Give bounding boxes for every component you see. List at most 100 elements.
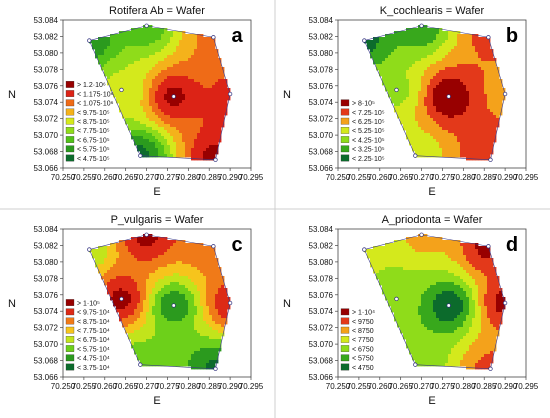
contour-cell: [376, 37, 380, 41]
contour-cell: [209, 82, 213, 86]
contour-cell: [110, 64, 114, 68]
contour-cell: [448, 151, 452, 155]
contour-cell: [487, 88, 491, 92]
contour-cell: [403, 88, 407, 92]
legend: > 1.2·10⁶< 1.175·10⁶< 1.075·10⁶< 9.75·10…: [65, 81, 114, 163]
contour-cell: [197, 58, 201, 62]
contour-cell: [451, 64, 455, 68]
contour-cell: [436, 237, 440, 241]
contour-cell: [442, 240, 446, 244]
contour-cell: [460, 79, 464, 83]
contour-cell: [209, 67, 213, 71]
contour-cell: [466, 145, 470, 149]
contour-cell: [191, 49, 195, 53]
contour-cell: [188, 52, 192, 56]
contour-cell: [188, 43, 192, 47]
contour-cell: [194, 76, 198, 80]
contour-cell: [188, 148, 192, 152]
contour-cell: [167, 55, 171, 59]
x-tick-label: 70.250: [51, 173, 76, 182]
contour-cell: [140, 246, 144, 250]
contour-cell: [101, 249, 105, 253]
contour-cell: [125, 261, 129, 265]
contour-cell: [137, 79, 141, 83]
contour-cell: [203, 279, 207, 283]
contour-cell: [179, 55, 183, 59]
contour-cell: [206, 76, 210, 80]
contour-cell: [200, 157, 204, 161]
contour-cell: [206, 267, 210, 271]
contour-cell: [110, 288, 114, 292]
contour-cell: [128, 55, 132, 59]
contour-cell: [170, 109, 174, 113]
y-axis-label: N: [283, 89, 291, 101]
contour-cell: [164, 97, 168, 101]
contour-cell: [143, 58, 147, 62]
contour-cell: [170, 354, 174, 358]
contour-cell: [140, 52, 144, 56]
contour-cell: [188, 345, 192, 349]
contour-cell: [218, 303, 222, 307]
contour-cell: [442, 124, 446, 128]
contour-cell: [499, 109, 503, 113]
contour-cell: [119, 97, 123, 101]
contour-cell: [430, 100, 434, 104]
contour-cell: [496, 82, 500, 86]
contour-cell: [182, 154, 186, 158]
contour-cell: [478, 91, 482, 95]
contour-cell: [188, 297, 192, 301]
contour-cell: [481, 91, 485, 95]
contour-cell: [403, 97, 407, 101]
contour-cell: [158, 267, 162, 271]
contour-cell: [191, 264, 195, 268]
contour-cell: [170, 243, 174, 247]
contour-cell: [146, 73, 150, 77]
contour-cell: [403, 58, 407, 62]
contour-cell: [433, 112, 437, 116]
contour-cell: [191, 52, 195, 56]
contour-cell: [436, 43, 440, 47]
contour-cell: [206, 85, 210, 89]
contour-cell: [179, 333, 183, 337]
contour-cell: [490, 58, 494, 62]
contour-cell: [427, 112, 431, 116]
contour-cell: [182, 306, 186, 310]
contour-cell: [197, 52, 201, 56]
contour-cell: [194, 321, 198, 325]
contour-cell: [140, 34, 144, 38]
contour-cell: [212, 76, 216, 80]
contour-cell: [113, 94, 117, 98]
contour-cell: [164, 133, 168, 137]
contour-cell: [460, 109, 464, 113]
contour-cell: [481, 97, 485, 101]
contour-cell: [98, 246, 102, 250]
contour-cell: [400, 121, 404, 125]
contour-cell: [191, 154, 195, 158]
contour-cell: [152, 112, 156, 116]
contour-cell: [466, 79, 470, 83]
contour-cell: [134, 136, 138, 140]
contour-cell: [460, 148, 464, 152]
contour-cell: [128, 106, 132, 110]
contour-cell: [412, 109, 416, 113]
contour-cell: [188, 124, 192, 128]
contour-cell: [203, 282, 207, 286]
contour-cell: [173, 46, 177, 50]
legend-swatch: [65, 363, 75, 371]
contour-cell: [191, 276, 195, 280]
contour-cell: [206, 88, 210, 92]
contour-cell: [179, 97, 183, 101]
contour-cell: [487, 76, 491, 80]
contour-cell: [158, 46, 162, 50]
contour-cell: [206, 127, 210, 131]
contour-cell: [215, 327, 219, 331]
contour-cell: [451, 82, 455, 86]
contour-cell: [212, 273, 216, 277]
contour-cell: [194, 348, 198, 352]
contour-cell: [146, 70, 150, 74]
contour-cell: [104, 49, 108, 53]
contour-cell: [403, 70, 407, 74]
contour-cell: [197, 70, 201, 74]
contour-cell: [376, 49, 380, 53]
contour-cell: [215, 139, 219, 143]
